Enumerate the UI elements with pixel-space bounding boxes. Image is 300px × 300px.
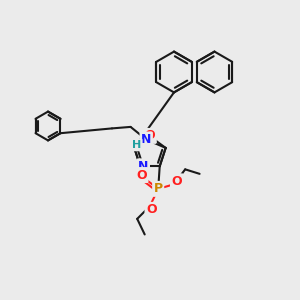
Text: N: N bbox=[138, 160, 148, 173]
Text: O: O bbox=[172, 175, 182, 188]
Text: O: O bbox=[136, 169, 147, 182]
Text: O: O bbox=[145, 129, 155, 142]
Text: N: N bbox=[141, 133, 152, 146]
Text: H: H bbox=[132, 140, 141, 150]
Text: P: P bbox=[154, 182, 163, 195]
Text: O: O bbox=[146, 203, 157, 216]
